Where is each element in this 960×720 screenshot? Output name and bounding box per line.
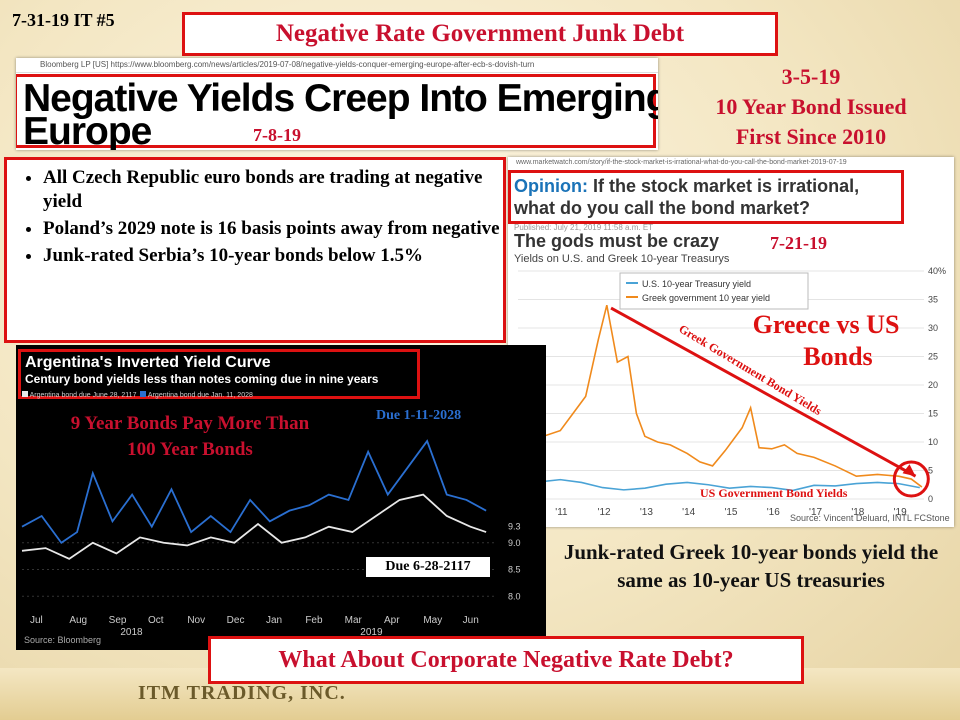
marketwatch-article: www.marketwatch.com/story/if-the-stock-m… (508, 157, 954, 527)
published-date: Published: July 21, 2019 11:58 a.m. ET (514, 223, 654, 232)
argentina-x-tick: Feb (305, 615, 323, 626)
greek-x-tick: '13 (640, 507, 653, 518)
greek-yield-line (517, 305, 923, 488)
bullet-poland: Poland’s 2029 note is 16 basis points aw… (43, 217, 503, 241)
greek-us-yield-chart: 40%35302520151050'10'11'12'13'14'15'16'1… (513, 266, 946, 518)
argentina-x-tick: Jun (463, 615, 479, 626)
slide-title: Negative Rate Government Junk Debt (182, 12, 778, 56)
argentina-x-tick: Mar (345, 615, 363, 626)
greek-x-tick: '16 (767, 507, 780, 518)
argentina-x-tick: May (423, 615, 442, 626)
greek-y-tick: 35 (928, 295, 938, 305)
argentina-subtitle: Century bond yields less than notes comi… (25, 372, 379, 386)
greek-y-tick: 0 (928, 494, 933, 504)
brand-logo-text: ITM TRADING, INC. (138, 682, 346, 704)
us-yield-line (517, 477, 920, 492)
argentina-legend: Argentina bond due June 28, 2117 Argenti… (22, 391, 253, 399)
argentina-year-label: 2019 (360, 627, 383, 638)
argentina-legend-2117: Argentina bond due June 28, 2117 (29, 392, 137, 399)
greek-x-tick: '15 (724, 507, 737, 518)
greek-caption: Junk-rated Greek 10-year bonds yield the… (563, 540, 939, 592)
greek-y-tick: 25 (928, 352, 938, 362)
greek-y-tick: 15 (928, 409, 938, 419)
argentina-y-tick: 9.3 (508, 522, 521, 532)
marketwatch-date: 7-21-19 (770, 233, 827, 253)
greek-x-tick: '12 (598, 507, 611, 518)
bloomberg-headline-2: Europe (23, 110, 152, 150)
argentina-x-tick: Sep (109, 615, 127, 626)
greek-x-tick: '18 (851, 507, 864, 518)
bond-issue-note: 3-5-19 10 Year Bond Issued First Since 2… (715, 64, 907, 149)
greek-x-tick: '11 (555, 507, 568, 518)
argentina-title-box: Argentina's Inverted Yield Curve Century… (18, 349, 420, 399)
bloomberg-date: 7-8-19 (253, 125, 301, 145)
argentina-source: Source: Bloomberg (24, 635, 102, 645)
greek-chart-title: The gods must be crazy (514, 231, 720, 251)
greek-y-tick: 5 (928, 466, 933, 476)
bond-2117-line (21, 493, 487, 560)
greece-vs-us-heading-1: Greece vs US (753, 310, 900, 339)
argentina-x-tick: Apr (384, 615, 400, 626)
bullet-czech: All Czech Republic euro bonds are tradin… (43, 166, 503, 214)
greek-trend-arrow (610, 306, 917, 478)
argentina-x-tick: Aug (69, 615, 87, 626)
due-2028-label: Due 1-11-2028 (376, 408, 462, 423)
greek-x-tick: '14 (682, 507, 695, 518)
marketwatch-url: www.marketwatch.com/story/if-the-stock-m… (516, 159, 847, 166)
opinion-text: If the stock market is irrational, what … (514, 176, 860, 218)
bullet-serbia: Junk-rated Serbia’s 10-year bonds below … (43, 244, 503, 268)
argentina-x-tick: Jul (30, 615, 43, 626)
opinion-box: Opinion: If the stock market is irration… (508, 170, 904, 224)
greece-vs-us-heading-2: Bonds (803, 342, 872, 371)
greek-chart-subtitle: Yields on U.S. and Greek 10-year Treasur… (514, 253, 730, 265)
greek-y-tick: 20 (928, 380, 938, 390)
greek-legend-label: U.S. 10-year Treasury yield (642, 279, 751, 289)
argentina-title: Argentina's Inverted Yield Curve (25, 354, 271, 371)
greek-trend-arrowhead (902, 464, 916, 477)
bloomberg-headline-box: Negative Yields Creep Into Emerging Euro… (16, 74, 658, 150)
due-2117-label: Due 6-28-2117 (366, 557, 490, 577)
argentina-x-tick: Oct (148, 615, 164, 626)
greek-legend-label: Greek government 10 year yield (642, 293, 770, 303)
greek-y-tick: 40% (928, 266, 946, 276)
argentina-year-label: 2018 (120, 627, 143, 638)
argentina-chart-panel: 9.3 9.0 8.5 8.0 Jul Aug Sep Oct Nov Dec Jan Feb Mar A… (16, 345, 546, 650)
bond-2028-line (21, 439, 487, 544)
argentina-y-tick: 8.0 (508, 591, 521, 601)
argentina-yield-chart: 9.3 9.0 8.5 8.0 Jul Aug Sep Oct Nov Dec Jan Feb Mar A… (21, 439, 521, 638)
greek-x-tick: '19 (894, 507, 907, 518)
convergence-circle (892, 460, 930, 498)
argentina-y-tick: 8.5 (508, 565, 521, 575)
argentina-x-tick: Nov (187, 615, 205, 626)
argentina-y-tick: 9.0 (508, 538, 521, 548)
argentina-x-tick: Dec (227, 615, 245, 626)
bloomberg-headline-1: Negative Yields Creep Into Emerging (23, 77, 658, 120)
us-yield-label: US Government Bond Yields (700, 486, 848, 500)
argentina-legend-2028: Argentina bond due Jan. 11, 2028 (147, 392, 253, 399)
greek-x-tick: '17 (809, 507, 822, 518)
bottom-question: What About Corporate Negative Rate Debt? (208, 636, 804, 684)
browser-url-bar: Bloomberg LP [US] https://www.bloomberg.… (16, 58, 658, 73)
greek-chart-source: Source: Vincent Deluard, INTL FCStone (790, 513, 950, 523)
greek-y-tick: 30 (928, 323, 938, 333)
greek-legend-box (619, 272, 809, 310)
date-code: 7-31-19 IT #5 (12, 10, 115, 30)
bullet-box: All Czech Republic euro bonds are tradin… (4, 157, 506, 343)
argentina-x-tick: Jan (266, 615, 282, 626)
argentina-overlay-text: 9 Year Bonds Pay More Than 100 Year Bond… (70, 413, 310, 460)
bloomberg-article: Bloomberg LP [US] https://www.bloomberg.… (16, 58, 658, 150)
opinion-label: Opinion: (514, 176, 588, 196)
greek-y-tick: 10 (928, 437, 938, 447)
